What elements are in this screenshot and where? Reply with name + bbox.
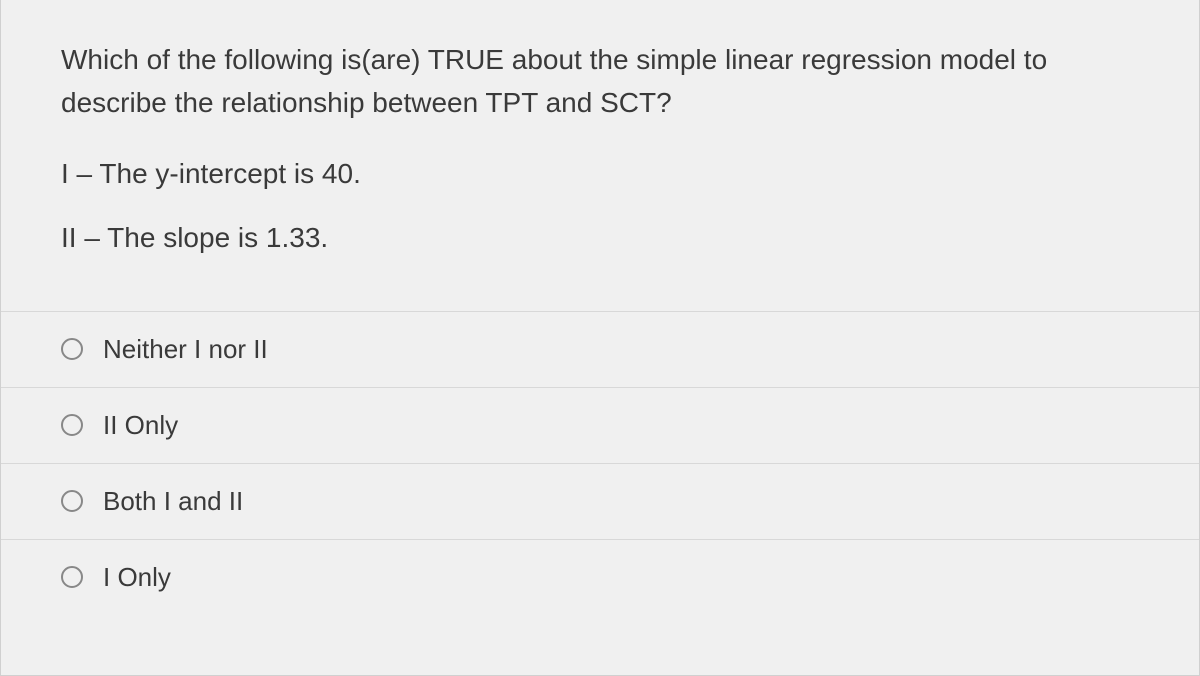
answer-option-i-only[interactable]: I Only	[1, 539, 1199, 615]
statement-1: I – The y-intercept is 40.	[61, 153, 1139, 195]
radio-icon	[61, 414, 83, 436]
answer-option-ii-only[interactable]: II Only	[1, 387, 1199, 463]
answer-option-both[interactable]: Both I and II	[1, 463, 1199, 539]
question-prompt: Which of the following is(are) TRUE abou…	[61, 38, 1139, 125]
answer-options-list: Neither I nor II II Only Both I and II I…	[1, 311, 1199, 615]
question-container: Which of the following is(are) TRUE abou…	[0, 0, 1200, 676]
answer-label: Neither I nor II	[103, 334, 268, 365]
answer-label: I Only	[103, 562, 171, 593]
answer-option-neither[interactable]: Neither I nor II	[1, 311, 1199, 387]
radio-icon	[61, 566, 83, 588]
question-body: Which of the following is(are) TRUE abou…	[1, 0, 1199, 635]
radio-icon	[61, 338, 83, 360]
answer-label: Both I and II	[103, 486, 243, 517]
statement-2: II – The slope is 1.33.	[61, 217, 1139, 259]
answer-label: II Only	[103, 410, 178, 441]
radio-icon	[61, 490, 83, 512]
